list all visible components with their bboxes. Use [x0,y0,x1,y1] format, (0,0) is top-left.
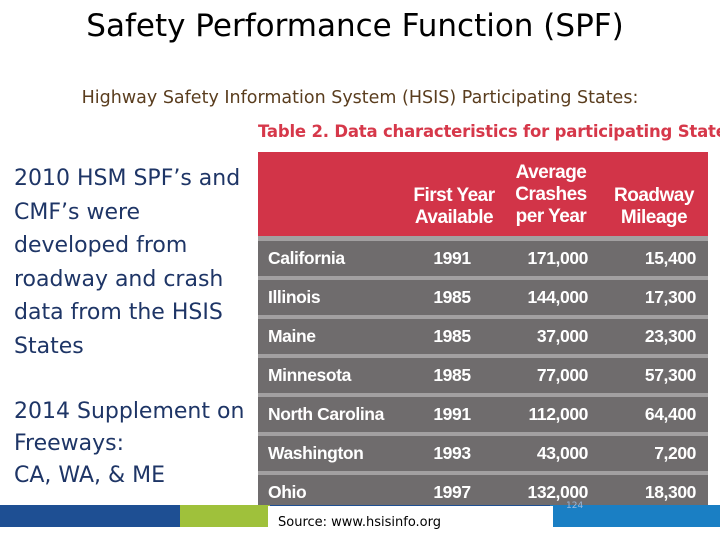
table-row: Ohio 1997 132,000 18,300 [258,475,708,510]
cell-year: 1985 [433,326,471,346]
cell-mileage: 23,300 [644,326,697,346]
header-line: Crashes [515,184,587,205]
page-number: 124 [566,501,584,511]
cell-year: 1985 [433,365,471,385]
cell-year: 1985 [433,287,471,307]
cell-mileage: 15,400 [644,248,697,268]
header-crashes: Average Crashes per Year [504,162,598,228]
header-first-year: First Year Available [406,185,502,229]
cell-crashes: 144,000 [527,287,589,307]
source-citation: Source: www.hsisinfo.org [278,515,442,530]
cell-crashes: 171,000 [527,248,589,268]
table-row: California 1991 171,000 15,400 [258,241,708,276]
cell-mileage: 18,300 [644,482,697,502]
body-line: CA, WA, & ME [14,463,166,488]
footer-bar-segment [0,505,180,527]
body-text-block-1: 2010 HSM SPF’s and CMF’s were developed … [14,162,264,363]
data-table-image: First Year Available Average Crashes per… [258,152,708,510]
header-line: Mileage [620,207,688,228]
cell-mileage: 17,300 [644,287,697,307]
header-line: Average [515,162,587,183]
body-line: Freeways: [14,431,125,456]
cell-year: 1993 [433,443,471,463]
header-line: First Year [413,185,495,206]
cell-crashes: 112,000 [528,404,589,424]
table-header: First Year Available Average Crashes per… [258,152,708,236]
cell-state: Illinois [268,287,321,307]
table-row: Illinois 1985 144,000 17,300 [258,280,708,315]
body-line: CMF’s were [14,199,141,225]
header-line: Roadway [614,185,694,206]
body-line: developed from [14,233,188,258]
cell-state: Ohio [268,482,307,502]
cell-state: Maine [268,326,316,346]
body-line: States [14,333,84,359]
slide-subtitle: Highway Safety Information System (HSIS)… [81,88,639,108]
cell-state: North Carolina [268,404,384,424]
footer-bar-segment [550,505,720,527]
cell-year: 1997 [433,482,471,502]
cell-crashes: 132,000 [527,482,589,502]
table-row: Maine 1985 37,000 23,300 [258,319,708,354]
body-text-block-2: 2014 Supplement on Freeways: CA, WA, & M… [14,396,264,492]
cell-mileage: 64,400 [644,404,697,424]
cell-state: Washington [268,443,364,463]
cell-crashes: 77,000 [536,365,589,385]
table-row: Minnesota 1985 77,000 57,300 [258,358,708,393]
footer-bar-segment [180,505,270,527]
body-line: data from the HSIS [14,300,223,325]
table-caption: Table 2. Data characteristics for partic… [258,122,720,141]
header-line: per Year [515,206,587,227]
table-row: North Carolina 1991 112,000 64,400 [258,397,708,432]
cell-state: Minnesota [268,365,351,385]
cell-mileage: 7,200 [654,443,696,463]
header-mileage: Roadway Mileage [604,185,704,229]
body-line: roadway and crash [14,266,224,292]
table-row: Washington 1993 43,000 7,200 [258,436,708,471]
body-line: 2014 Supplement on [14,399,245,424]
cell-mileage: 57,300 [644,365,697,385]
header-line: Available [414,207,494,228]
slide-title: Safety Performance Function (SPF) [86,8,624,44]
body-line: 2010 HSM SPF’s and [14,166,241,191]
cell-crashes: 37,000 [536,326,589,346]
cell-year: 1991 [433,248,471,268]
cell-crashes: 43,000 [536,443,589,463]
cell-year: 1991 [433,404,471,424]
cell-state: California [268,248,345,268]
source-box [268,506,553,540]
